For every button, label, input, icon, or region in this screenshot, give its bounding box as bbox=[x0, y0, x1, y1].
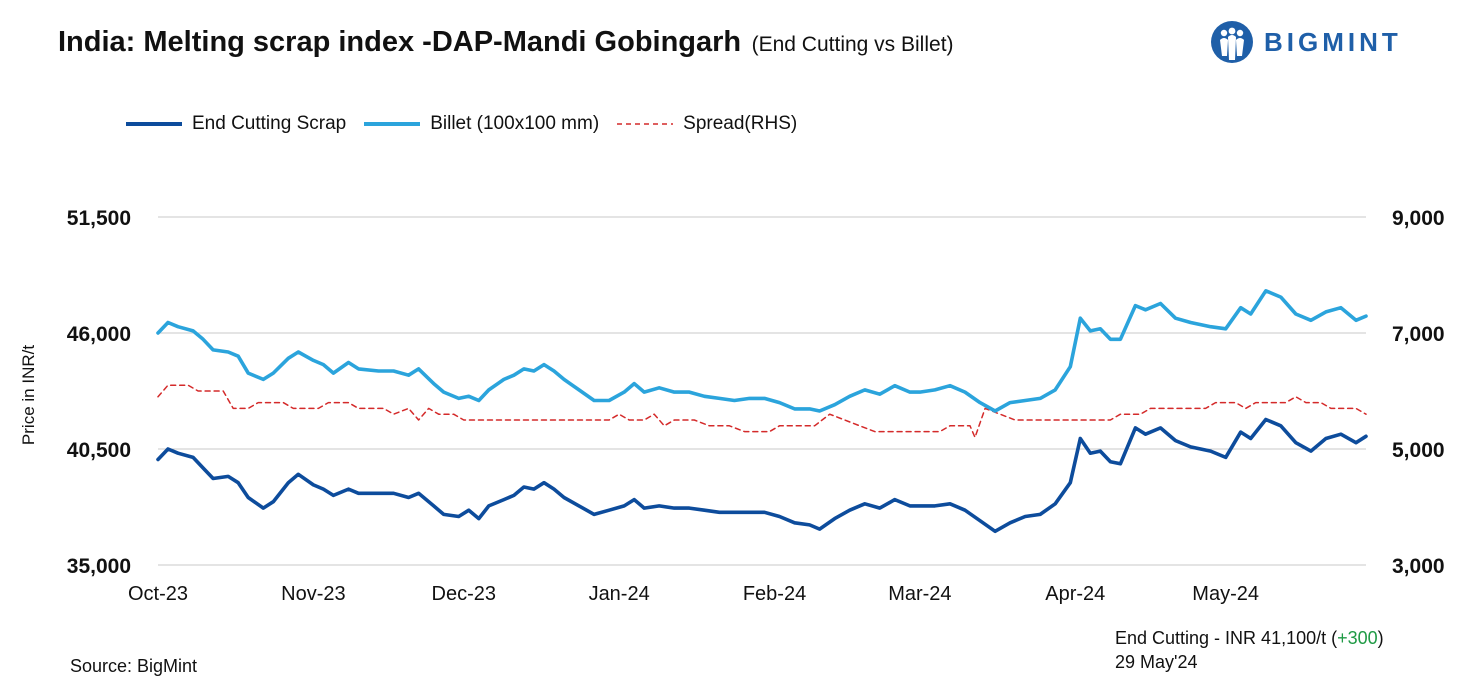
x-tick-label: May-24 bbox=[1192, 583, 1259, 605]
y-tick-label: 51,500 bbox=[67, 207, 131, 230]
bigmint-logo-icon bbox=[1211, 21, 1253, 63]
latest-price-date: 29 May'24 bbox=[1115, 652, 1198, 672]
latest-price-delta: +300 bbox=[1337, 628, 1378, 648]
legend-label-spread: Spread(RHS) bbox=[683, 113, 798, 134]
x-tick-label: Apr-24 bbox=[1045, 583, 1105, 605]
x-tick-label: Dec-23 bbox=[432, 583, 496, 605]
x-tick-label: Nov-23 bbox=[281, 583, 345, 605]
bigmint-logo: BIGMINT bbox=[1210, 20, 1402, 64]
y-tick-label: 40,500 bbox=[67, 439, 131, 462]
series-line-billet bbox=[156, 289, 1368, 413]
latest-price-note: End Cutting - INR 41,100/t (+300) 29 May… bbox=[1115, 626, 1384, 674]
chart-legend: End Cutting Scrap Billet (100x100 mm) Sp… bbox=[126, 113, 815, 135]
y2-tick-label: 5,000 bbox=[1392, 439, 1445, 462]
legend-swatch-scrap bbox=[126, 122, 182, 126]
y-tick-label: 46,000 bbox=[67, 323, 131, 346]
chart-title-block: India: Melting scrap index -DAP-Mandi Go… bbox=[58, 26, 954, 59]
x-tick-label: Oct-23 bbox=[128, 583, 188, 605]
y2-tick-label: 9,000 bbox=[1392, 207, 1445, 230]
legend-item-spread: Spread(RHS) bbox=[617, 113, 797, 135]
y2-tick-label: 3,000 bbox=[1392, 555, 1445, 578]
logo-text: BIGMINT bbox=[1264, 26, 1402, 57]
chart-title: India: Melting scrap index -DAP-Mandi Go… bbox=[58, 26, 742, 58]
legend-item-billet: Billet (100x100 mm) bbox=[364, 113, 599, 135]
source-note: Source: BigMint bbox=[70, 656, 198, 676]
x-tick-label: Feb-24 bbox=[743, 583, 806, 605]
legend-label-scrap: End Cutting Scrap bbox=[192, 113, 347, 134]
y-tick-label: 35,000 bbox=[67, 555, 131, 578]
x-tick-label: Mar-24 bbox=[888, 583, 951, 605]
y2-tick-label: 7,000 bbox=[1392, 323, 1445, 346]
series-line-spread bbox=[157, 384, 1367, 439]
y-axis-title: Price in INR/t bbox=[19, 345, 38, 445]
x-tick-label: Jan-24 bbox=[589, 583, 650, 605]
legend-label-billet: Billet (100x100 mm) bbox=[430, 113, 600, 134]
legend-swatch-billet bbox=[364, 122, 421, 126]
series-line-end-cutting-scrap bbox=[156, 417, 1368, 534]
latest-price-suffix: ) bbox=[1377, 628, 1384, 648]
legend-swatch-spread bbox=[617, 123, 674, 125]
chart-subtitle: (End Cutting vs Billet) bbox=[751, 33, 954, 56]
legend-item-scrap: End Cutting Scrap bbox=[126, 113, 346, 135]
latest-price-prefix: End Cutting - INR 41,100/t ( bbox=[1115, 628, 1338, 648]
latest-price-line: End Cutting - INR 41,100/t (+300) bbox=[1115, 626, 1384, 650]
